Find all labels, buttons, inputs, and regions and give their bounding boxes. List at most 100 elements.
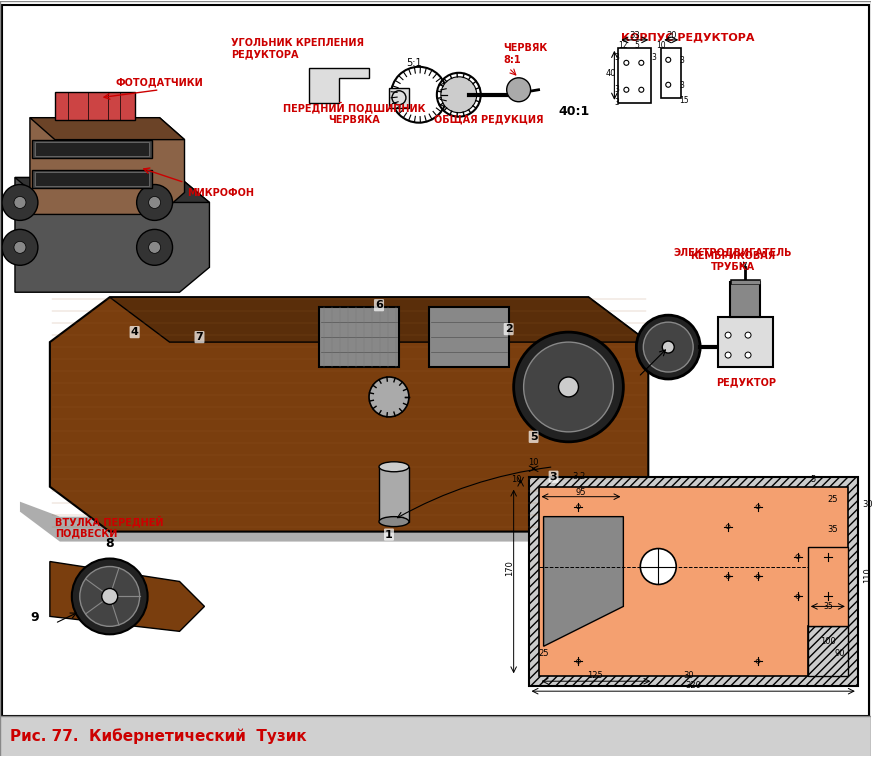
Text: ПЕРЕДНИЙ ПОДШИПНИК
ЧЕРВЯКА: ПЕРЕДНИЙ ПОДШИПНИК ЧЕРВЯКА [283, 101, 425, 125]
Text: 5: 5 [530, 431, 538, 442]
Bar [730, 282, 760, 317]
Text: 3: 3 [614, 86, 619, 95]
Circle shape [105, 367, 195, 456]
Circle shape [2, 229, 38, 265]
Text: 6: 6 [375, 301, 383, 310]
Bar [379, 467, 409, 522]
Text: 33: 33 [629, 31, 640, 40]
Circle shape [639, 87, 643, 92]
Circle shape [524, 342, 614, 431]
Circle shape [148, 241, 161, 254]
Circle shape [624, 87, 629, 92]
Text: 8: 8 [106, 537, 114, 550]
Circle shape [725, 352, 731, 358]
Text: 170: 170 [505, 561, 514, 577]
Bar [389, 88, 409, 107]
Circle shape [148, 197, 161, 208]
Polygon shape [110, 298, 649, 342]
Text: 2: 2 [505, 324, 512, 334]
Bar [320, 307, 399, 367]
Polygon shape [20, 502, 678, 556]
Text: 40: 40 [605, 69, 615, 78]
Bar [808, 547, 848, 626]
Text: ОБЩАЯ РЕДУКЦИЯ: ОБЩАЯ РЕДУКЦИЯ [434, 114, 544, 125]
Circle shape [624, 61, 629, 65]
Bar [35, 172, 148, 185]
Circle shape [639, 61, 643, 65]
Text: ЧЕРВЯК
8:1: ЧЕРВЯК 8:1 [504, 43, 548, 65]
Circle shape [640, 549, 677, 584]
Text: РЕДУКТОР: РЕДУКТОР [716, 377, 776, 387]
Text: 10: 10 [656, 42, 666, 51]
Circle shape [725, 332, 731, 338]
Circle shape [663, 341, 674, 353]
Polygon shape [50, 298, 649, 531]
Polygon shape [15, 178, 210, 202]
Circle shape [559, 377, 579, 397]
Text: 90: 90 [835, 650, 845, 659]
Text: 5: 5 [810, 475, 815, 484]
Text: 3: 3 [680, 56, 684, 65]
Polygon shape [808, 626, 848, 676]
Circle shape [14, 197, 26, 208]
Text: КЕМБРИКОВАЯ
ТРУБКА: КЕМБРИКОВАЯ ТРУБКА [691, 251, 776, 273]
Circle shape [666, 58, 670, 62]
Text: 15: 15 [679, 96, 689, 105]
Text: 35: 35 [828, 525, 838, 534]
Text: ЭЛЕКТРОДВИГАТЕЛЬ: ЭЛЕКТРОДВИГАТЕЛЬ [674, 248, 793, 257]
Polygon shape [544, 516, 623, 646]
Text: 320: 320 [685, 681, 701, 690]
Text: МИКРОФОН: МИКРОФОН [188, 188, 255, 198]
Text: 30: 30 [863, 500, 873, 509]
Polygon shape [30, 117, 184, 214]
Text: 25: 25 [539, 650, 549, 659]
Circle shape [72, 559, 148, 634]
Text: 3,2: 3,2 [572, 472, 585, 481]
Ellipse shape [379, 516, 409, 527]
Circle shape [666, 83, 670, 87]
Bar [55, 92, 134, 120]
Text: 3: 3 [680, 81, 684, 90]
Circle shape [14, 241, 26, 254]
Text: 95: 95 [575, 488, 586, 497]
Circle shape [369, 377, 409, 417]
Text: 35: 35 [823, 603, 833, 612]
Circle shape [513, 332, 623, 442]
Text: 110: 110 [863, 568, 872, 584]
Text: 12: 12 [619, 42, 628, 51]
Polygon shape [309, 68, 369, 103]
Text: 1: 1 [385, 530, 393, 540]
Circle shape [137, 229, 173, 265]
Text: 20: 20 [666, 31, 677, 40]
Text: Рис. 77.  Кибернетический  Тузик: Рис. 77. Кибернетический Тузик [10, 728, 306, 744]
Circle shape [643, 322, 693, 372]
Text: 4: 4 [131, 327, 139, 337]
Text: 30: 30 [683, 671, 693, 681]
Polygon shape [15, 178, 210, 292]
Text: 100: 100 [820, 637, 835, 646]
Bar [429, 307, 509, 367]
Text: 10: 10 [512, 475, 522, 484]
Bar [718, 317, 773, 367]
Bar [32, 139, 152, 157]
Bar [529, 477, 858, 686]
Text: ФОТОДАТЧИКИ: ФОТОДАТЧИКИ [116, 78, 203, 88]
Text: 5:1: 5:1 [406, 58, 422, 68]
Circle shape [745, 332, 751, 338]
Bar [32, 170, 152, 188]
Bar [0, 716, 870, 756]
Bar [618, 48, 651, 103]
Text: 7: 7 [196, 332, 203, 342]
Text: 9: 9 [31, 612, 39, 625]
Polygon shape [50, 562, 204, 631]
Text: 25: 25 [828, 494, 838, 503]
Text: 125: 125 [588, 671, 603, 681]
Text: ВТУЛКА ПЕРЕДНЕЙ
ПОДВЕСКИ: ВТУЛКА ПЕРЕДНЕЙ ПОДВЕСКИ [55, 516, 163, 538]
Text: 3: 3 [550, 472, 557, 481]
Polygon shape [30, 117, 184, 139]
Polygon shape [539, 487, 848, 676]
Text: 10: 10 [528, 458, 539, 467]
Circle shape [102, 588, 118, 604]
Bar [661, 48, 681, 98]
Circle shape [506, 78, 531, 101]
